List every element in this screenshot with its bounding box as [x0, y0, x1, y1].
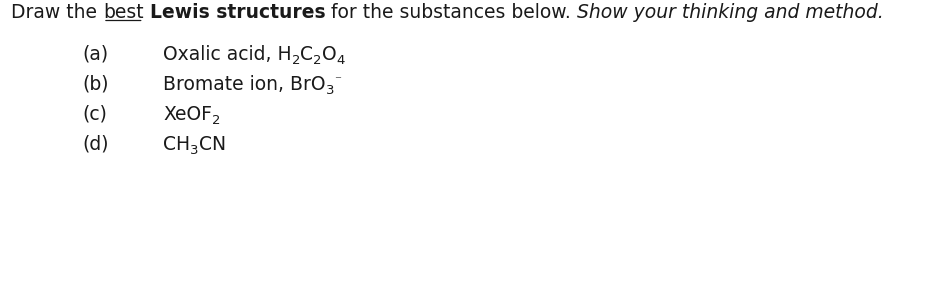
Text: Lewis structures: Lewis structures: [150, 3, 325, 22]
Text: 2: 2: [212, 114, 221, 127]
Text: CH: CH: [163, 135, 190, 154]
Text: 4: 4: [336, 54, 345, 67]
Text: Oxalic acid, H: Oxalic acid, H: [163, 45, 292, 64]
Text: (d): (d): [82, 135, 108, 154]
Text: C: C: [300, 45, 313, 64]
Text: best: best: [103, 3, 144, 22]
Text: 2: 2: [292, 54, 300, 67]
Text: for the substances below.: for the substances below.: [325, 3, 577, 22]
Text: Bromate ion, BrO: Bromate ion, BrO: [163, 75, 325, 94]
Text: O: O: [322, 45, 336, 64]
Text: XeOF: XeOF: [163, 105, 212, 124]
Text: (a): (a): [82, 45, 108, 64]
Text: (b): (b): [82, 75, 108, 94]
Text: Show your thinking and method.: Show your thinking and method.: [577, 3, 884, 22]
Text: CN: CN: [199, 135, 226, 154]
Text: Draw the: Draw the: [11, 3, 103, 22]
Text: (c): (c): [82, 105, 107, 124]
Text: ⁻: ⁻: [334, 74, 341, 87]
Text: 3: 3: [190, 144, 199, 157]
Text: 2: 2: [313, 54, 322, 67]
Text: 3: 3: [325, 84, 334, 97]
